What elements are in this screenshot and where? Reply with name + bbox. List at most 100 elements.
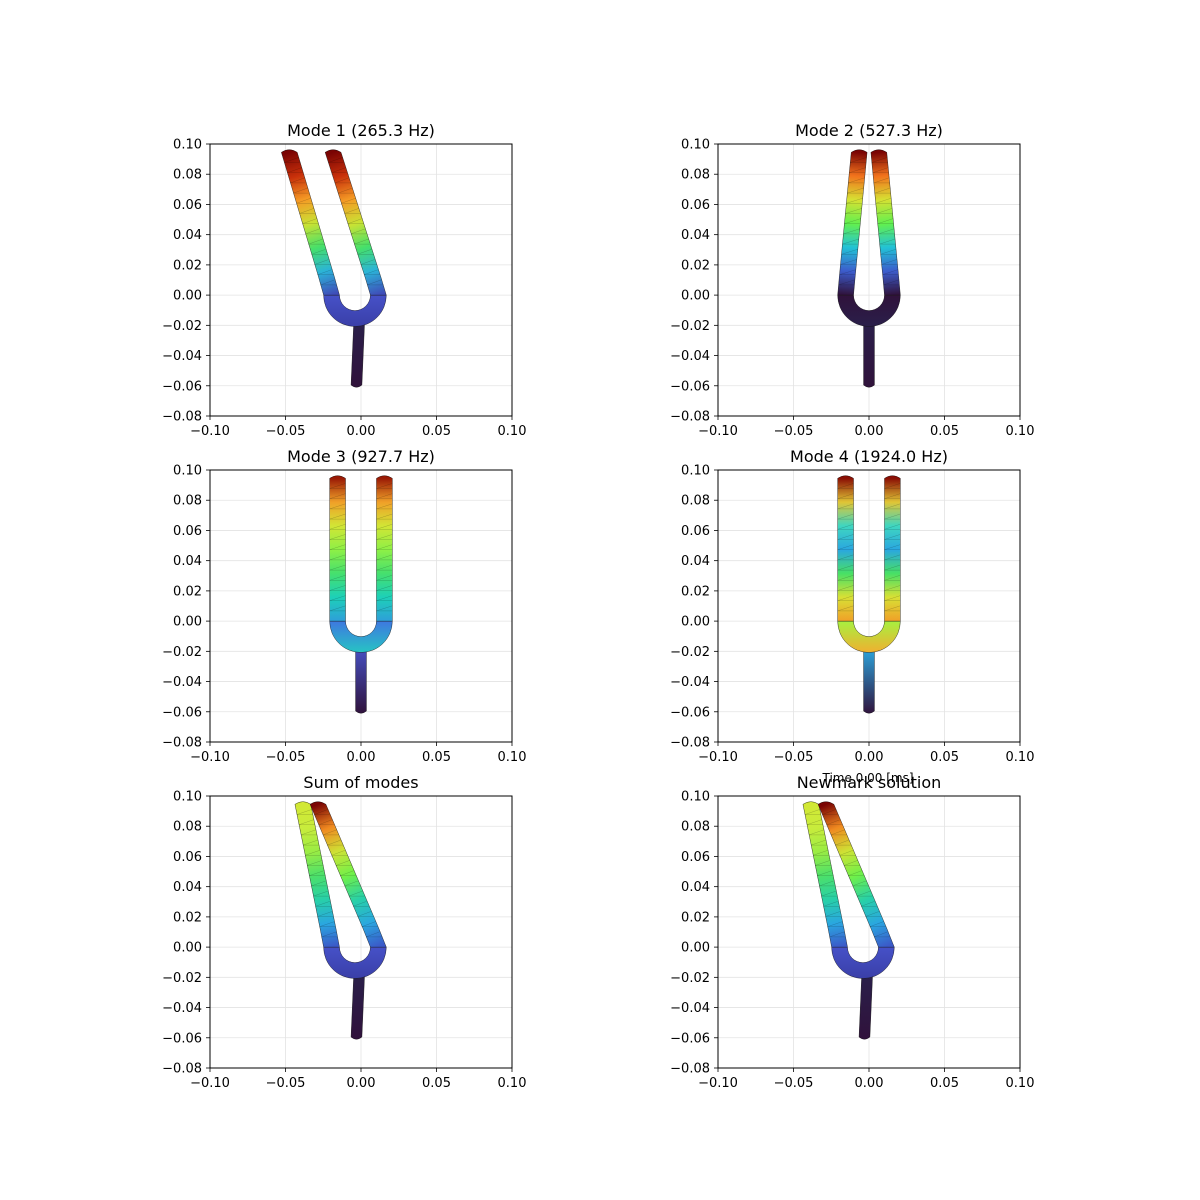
y-tick-label: 0.04 <box>173 554 202 569</box>
fork-left-tine <box>802 801 848 948</box>
y-tick-label: 0.06 <box>681 198 710 213</box>
x-tick-label: 0.05 <box>422 750 451 765</box>
y-tick-label: 0.06 <box>173 850 202 865</box>
y-tick-label: −0.04 <box>670 1001 710 1016</box>
y-tick-label: 0.06 <box>681 524 710 539</box>
y-tick-label: 0.00 <box>173 941 202 956</box>
y-tick-label: −0.02 <box>670 645 710 660</box>
x-tick-label: −0.10 <box>698 1076 738 1091</box>
y-tick-label: −0.08 <box>670 410 710 425</box>
y-tick-label: 0.04 <box>173 228 202 243</box>
fork-left-tine <box>281 149 340 296</box>
y-tick-label: 0.02 <box>173 584 202 599</box>
x-tick-label: −0.05 <box>774 750 814 765</box>
fork-right-tine <box>817 801 895 948</box>
fork-right-tine-mesh-lines <box>328 157 384 286</box>
subplot-title: Mode 4 (1924.0 Hz) <box>790 447 948 466</box>
subplot-title: Mode 3 (927.7 Hz) <box>287 447 435 466</box>
y-tick-label: −0.06 <box>162 705 202 720</box>
fork-mesh <box>329 475 393 714</box>
y-tick-label: 0.10 <box>173 138 202 153</box>
y-tick-label: −0.04 <box>670 675 710 690</box>
y-tick-label: 0.06 <box>173 524 202 539</box>
fork-left-tine-mesh-lines <box>837 483 854 612</box>
y-tick-label: −0.08 <box>162 1062 202 1077</box>
y-tick-label: 0.08 <box>173 168 202 183</box>
x-tick-label: 0.05 <box>930 1076 959 1091</box>
y-tick-label: −0.08 <box>670 736 710 751</box>
subplot-title: Sum of modes <box>303 773 418 792</box>
y-tick-label: −0.06 <box>162 379 202 394</box>
x-tick-label: −0.05 <box>266 750 306 765</box>
y-tick-label: −0.02 <box>162 319 202 334</box>
fork-bend <box>837 294 901 327</box>
y-tick-label: 0.02 <box>173 258 202 273</box>
y-tick-label: −0.02 <box>162 645 202 660</box>
y-tick-label: −0.06 <box>162 1031 202 1046</box>
fork-left-tine-mesh-lines <box>804 809 846 938</box>
fork-right-tine <box>309 801 387 948</box>
fork-left-tine <box>329 475 346 622</box>
fork-right-tine-mesh-lines <box>884 483 901 612</box>
figure-suptitle: Time 0.00 [ms] <box>821 771 913 785</box>
x-tick-label: −0.05 <box>774 1076 814 1091</box>
fork-right-tine <box>324 149 387 296</box>
y-tick-label: 0.08 <box>173 820 202 835</box>
y-tick-label: −0.06 <box>670 705 710 720</box>
x-tick-label: 0.10 <box>1006 750 1035 765</box>
y-tick-label: −0.04 <box>670 349 710 364</box>
y-tick-label: 0.00 <box>681 289 710 304</box>
fork-left-tine-mesh-lines <box>284 157 337 286</box>
fork-handle <box>863 322 875 388</box>
fork-right-tine <box>376 475 393 622</box>
y-tick-label: −0.08 <box>670 1062 710 1077</box>
fork-bend <box>329 620 393 653</box>
y-tick-label: 0.04 <box>681 554 710 569</box>
y-tick-label: 0.00 <box>173 289 202 304</box>
fork-bend <box>323 294 387 327</box>
y-tick-label: 0.00 <box>681 615 710 630</box>
y-tick-label: −0.04 <box>162 349 202 364</box>
x-tick-label: 0.00 <box>347 1076 376 1091</box>
y-tick-label: −0.08 <box>162 736 202 751</box>
x-tick-label: 0.05 <box>422 1076 451 1091</box>
fork-right-tine-mesh-lines <box>871 157 900 286</box>
fork-right-tine-mesh-lines <box>822 809 890 938</box>
x-tick-label: 0.00 <box>347 750 376 765</box>
y-tick-label: 0.02 <box>681 258 710 273</box>
y-tick-label: −0.06 <box>670 1031 710 1046</box>
fork-left-tine <box>294 801 340 948</box>
y-tick-label: 0.06 <box>173 198 202 213</box>
x-tick-label: 0.10 <box>498 750 527 765</box>
y-tick-label: 0.00 <box>681 941 710 956</box>
subplot-title: Newmark solution <box>797 773 942 792</box>
x-tick-label: −0.05 <box>266 1076 306 1091</box>
x-tick-label: −0.05 <box>266 424 306 439</box>
y-tick-label: 0.08 <box>681 168 710 183</box>
fork-left-tine <box>837 149 868 296</box>
fork-bend <box>323 946 387 979</box>
y-tick-label: −0.02 <box>162 971 202 986</box>
y-tick-label: 0.08 <box>681 494 710 509</box>
fork-mesh <box>802 801 895 1040</box>
fork-left-tine-mesh-lines <box>296 809 338 938</box>
x-tick-label: 0.00 <box>855 424 884 439</box>
x-tick-label: −0.10 <box>698 750 738 765</box>
y-tick-label: 0.02 <box>681 584 710 599</box>
fork-handle <box>355 648 367 714</box>
subplot-6: −0.10 −0.05 0.00 0.05 0.10 −0.08 −0.06 −0.04 −0.… <box>670 773 1034 1091</box>
subplot-5: −0.10 −0.05 0.00 0.05 0.10 −0.08 −0.06 −0.04 −0.… <box>162 773 526 1091</box>
fork-left-tine-mesh-lines <box>838 157 867 286</box>
y-tick-label: 0.04 <box>681 880 710 895</box>
subplot-2: −0.10 −0.05 0.00 0.05 0.10 −0.08 −0.06 −0.04 −0.… <box>670 121 1034 439</box>
fork-mesh <box>837 475 901 714</box>
y-tick-label: 0.08 <box>681 820 710 835</box>
x-tick-label: 0.00 <box>855 750 884 765</box>
y-tick-label: −0.08 <box>162 410 202 425</box>
fork-right-tine-mesh-lines <box>314 809 382 938</box>
x-tick-label: 0.00 <box>347 424 376 439</box>
y-tick-label: 0.10 <box>173 790 202 805</box>
fork-bend <box>837 620 901 653</box>
y-tick-label: 0.10 <box>681 138 710 153</box>
